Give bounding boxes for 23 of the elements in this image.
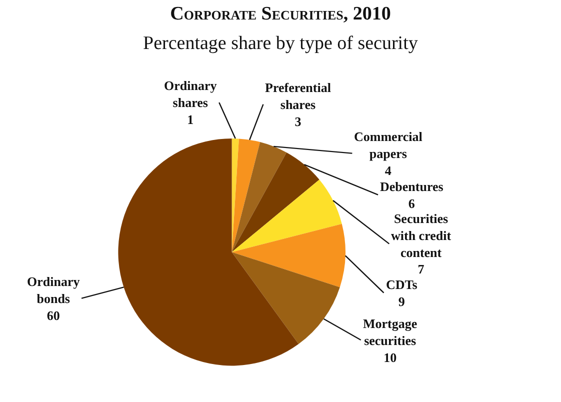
- pie-slice: [232, 142, 287, 252]
- slice-label: Ordinary bonds: [27, 274, 80, 306]
- slice-label: Commercial papers: [354, 129, 423, 161]
- data-label: 1: [187, 112, 194, 127]
- slice-label: Preferential shares: [265, 80, 332, 112]
- data-label: 60: [46, 308, 60, 323]
- data-label: 4: [384, 162, 392, 178]
- data-label: 6: [408, 196, 416, 211]
- data-label: 7: [418, 262, 425, 277]
- pie-slice: [232, 252, 340, 344]
- data-label: 9: [398, 294, 406, 309]
- pie-slice: [232, 180, 342, 252]
- slice-label: Mortgage securities: [363, 316, 418, 348]
- slice-label: Ordinary shares: [164, 78, 218, 110]
- pie-slice: [232, 138, 260, 252]
- data-label: 3: [294, 114, 302, 129]
- pie-slice: [232, 224, 346, 288]
- data-label: 10: [384, 350, 397, 365]
- slice-label: Securities with credit content: [391, 211, 452, 260]
- slice-label: Debentures: [380, 179, 444, 194]
- slice-label: CDTs: [386, 277, 418, 292]
- chart-subtitle: Percentage share by type of security: [143, 33, 418, 54]
- chart-title: Corporate Securities, 2010: [170, 3, 391, 24]
